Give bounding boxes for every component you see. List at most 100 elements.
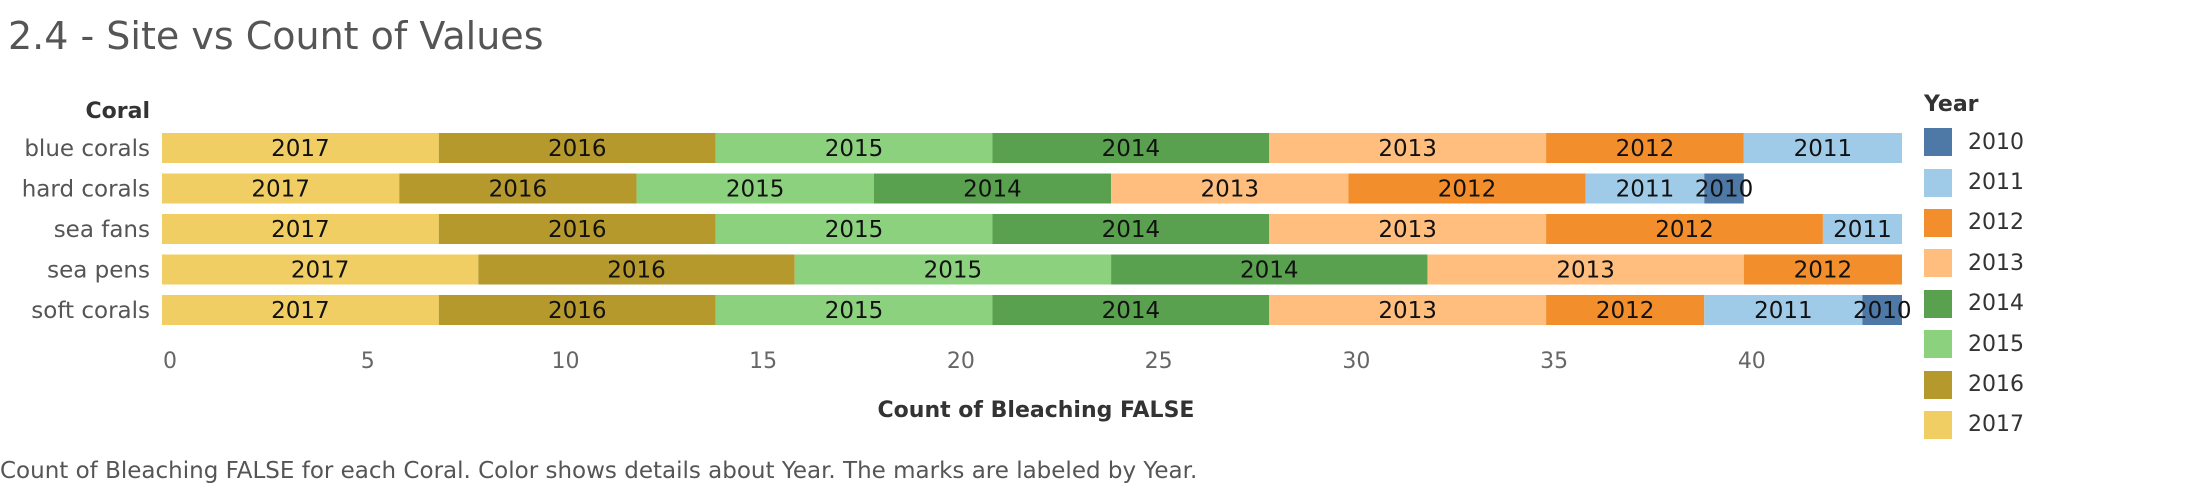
bar-segment [399,173,637,204]
legend-item[interactable]: 2011 [1924,162,2024,202]
bar-segment [1585,173,1705,204]
bar-label: 2012 [1655,217,1714,243]
bar-segment [1269,295,1547,325]
bar-label: 2015 [825,136,884,162]
bar-segment [438,295,716,325]
y-axis-title: Coral [86,99,151,124]
x-tick-label: 0 [163,349,177,374]
bar-segment [992,133,1270,163]
bar-label: 2015 [825,217,884,243]
bar-label: 2011 [1833,217,1892,243]
bar-label: 2013 [1556,258,1615,284]
bar-segment [1704,173,1744,204]
x-tick-label: 30 [1342,349,1370,374]
bar-label: 2014 [1240,258,1299,284]
legend-label: 2016 [1968,372,2024,398]
legend-swatch [1924,249,1952,278]
bar-segment [715,133,993,163]
legend-items: 2010 2011 2012 2013 2014 2015 2016 2017 [1924,122,2024,445]
bar-label: 2014 [1102,136,1161,162]
bar-segment [1743,133,1902,163]
category-label: blue corals [24,136,150,162]
bar-segment [1269,133,1547,163]
legend-swatch [1924,168,1952,197]
bar-segment [1546,214,1823,244]
bar-segment [715,295,993,325]
bar-label: 2012 [1596,298,1655,324]
bar-segment [1111,254,1428,285]
bar-label: 2011 [1794,136,1853,162]
legend-item[interactable]: 2016 [1924,364,2024,404]
x-tick-label: 25 [1145,349,1173,374]
bar-label: 2017 [271,217,330,243]
legend-swatch [1924,410,1952,439]
bar-label: 2012 [1794,258,1853,284]
bar-label: 2013 [1378,217,1437,243]
legend[interactable]: Year 2010 2011 2012 2013 2014 2015 2016 2017 [1924,92,2024,445]
bar-segment [162,295,439,325]
bar-segment [438,133,716,163]
bar-label: 2017 [291,258,350,284]
x-tick-label: 15 [749,349,777,374]
bar-segment [1348,173,1586,204]
bar-label: 2016 [489,177,548,203]
bar-segment [1546,133,1744,163]
bar-segment [162,133,439,163]
bar-label: 2011 [1754,298,1813,324]
bar-segment [992,295,1270,325]
bar-segment [992,214,1270,244]
bar-segment [162,214,439,244]
legend-item[interactable]: 2010 [1924,122,2024,162]
legend-item[interactable]: 2014 [1924,284,2024,324]
legend-item[interactable]: 2015 [1924,324,2024,364]
bar-label: 2014 [963,177,1022,203]
legend-swatch [1924,370,1952,399]
bar-segment [794,254,1112,285]
legend-label: 2010 [1968,129,2024,155]
bar-label: 2015 [825,298,884,324]
bar-segment [1269,214,1547,244]
bar-segment [478,254,795,285]
bar-segment [1546,295,1705,325]
bar-segment [1111,173,1349,204]
bar-segment [1704,295,1863,325]
legend-swatch [1924,128,1952,157]
bar-segment [1743,254,1902,285]
legend-label: 2014 [1968,291,2024,317]
bar-label: 2015 [726,177,785,203]
legend-label: 2015 [1968,331,2024,357]
bar-label: 2010 [1853,298,1910,324]
legend-item[interactable]: 2013 [1924,243,2024,283]
bar-label: 2011 [1616,177,1675,203]
bar-label: 2013 [1378,136,1437,162]
legend-swatch [1924,289,1952,318]
bar-label: 2012 [1616,136,1675,162]
bar-segment [636,173,874,204]
category-label: soft corals [31,298,150,324]
legend-item[interactable]: 2012 [1924,203,2024,243]
legend-label: 2012 [1968,210,2024,236]
bar-segment [873,173,1112,204]
legend-swatch [1924,208,1952,237]
legend-swatch [1924,330,1952,359]
chart-caption: Count of Bleaching FALSE for each Coral.… [0,458,1198,484]
bar-label: 2012 [1438,177,1497,203]
bar-segment [715,214,993,244]
legend-label: 2013 [1968,250,2024,276]
bar-label: 2016 [548,298,607,324]
bar-label: 2016 [607,258,666,284]
bar-label: 2017 [271,298,330,324]
bar-label: 2017 [271,136,330,162]
legend-label: 2017 [1968,412,2024,438]
bar-label: 2016 [548,217,607,243]
bar-label: 2013 [1200,177,1259,203]
bar-segment [1862,295,1902,325]
x-tick-label: 35 [1540,349,1568,374]
chart-title: 2.4 - Site vs Count of Values [8,14,544,58]
category-label: sea fans [54,217,150,243]
bar-label: 2015 [924,258,983,284]
bar-label: 2014 [1102,217,1161,243]
bar-segment [438,214,716,244]
bar-segment [162,173,400,204]
legend-item[interactable]: 2017 [1924,405,2024,445]
